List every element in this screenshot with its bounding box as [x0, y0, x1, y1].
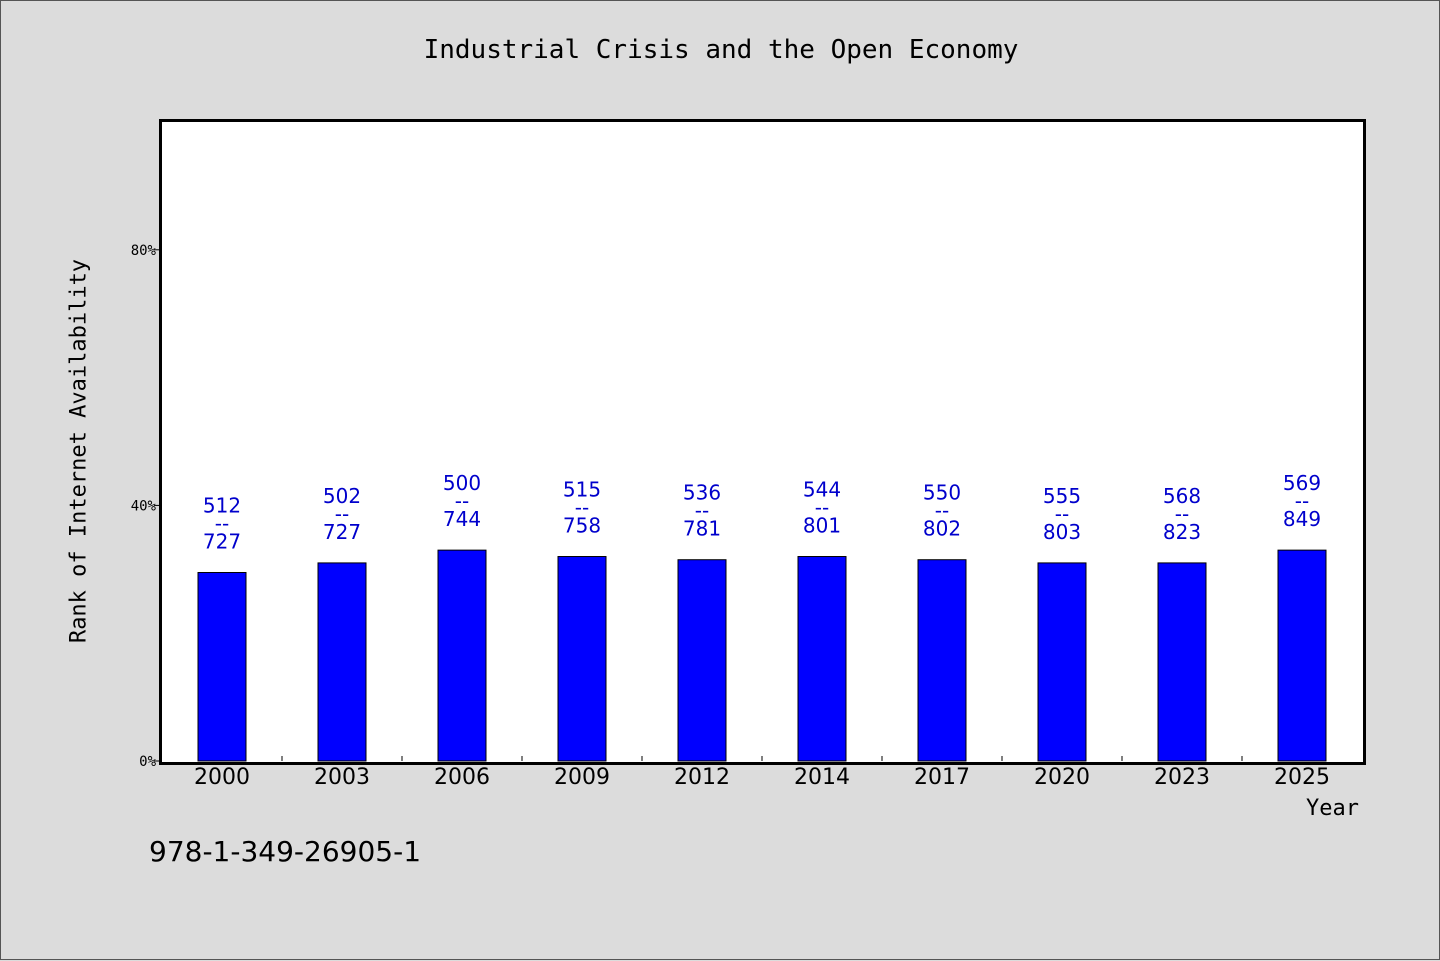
x-tick-label: 2012	[674, 765, 730, 790]
data-label-top: 515	[563, 478, 601, 502]
data-label-top: 502	[323, 484, 361, 508]
data-label-bottom: 803	[1043, 520, 1081, 544]
x-tick-label: 2025	[1274, 765, 1330, 790]
data-label-bottom: 802	[923, 517, 961, 541]
bar	[1277, 549, 1327, 762]
y-tick-label: 80%	[131, 243, 157, 259]
data-label-separator: --	[575, 496, 589, 520]
bar	[557, 556, 607, 762]
data-label-separator: --	[935, 499, 949, 523]
bar	[1037, 562, 1087, 762]
data-label-separator: --	[815, 496, 829, 520]
bar	[917, 559, 967, 762]
data-label-bottom: 781	[683, 517, 721, 541]
data-label-separator: --	[335, 502, 349, 526]
data-label-top: 544	[803, 478, 841, 502]
data-label-bottom: 727	[323, 520, 361, 544]
x-tick-label: 2020	[1034, 765, 1090, 790]
y-tick-label: 0%	[139, 754, 156, 770]
x-tick-label: 2003	[314, 765, 370, 790]
data-label-top: 568	[1163, 484, 1201, 508]
data-label-bottom: 727	[203, 529, 241, 553]
data-label-bottom: 801	[803, 514, 841, 538]
data-label-top: 555	[1043, 484, 1081, 508]
x-tick-label: 2006	[434, 765, 490, 790]
x-tick-label: 2023	[1154, 765, 1210, 790]
data-label-top: 536	[683, 481, 721, 505]
bar	[677, 559, 727, 762]
data-label-top: 550	[923, 481, 961, 505]
x-tick-label: 2017	[914, 765, 970, 790]
data-label-bottom: 744	[443, 507, 481, 531]
data-label-top: 569	[1283, 471, 1321, 495]
data-label-bottom: 849	[1283, 507, 1321, 531]
data-label-top: 500	[443, 471, 481, 495]
bar	[197, 571, 247, 762]
bar	[1157, 562, 1207, 762]
x-axis-label: Year	[1306, 796, 1359, 821]
isbn-text: 978-1-349-26905-1	[149, 835, 422, 868]
y-tick-label: 40%	[131, 498, 157, 514]
x-tick-label: 2014	[794, 765, 850, 790]
data-label-bottom: 758	[563, 514, 601, 538]
bar	[317, 562, 367, 762]
chart-title: Industrial Crisis and the Open Economy	[423, 35, 1019, 65]
data-label-separator: --	[1055, 502, 1069, 526]
data-label-bottom: 823	[1163, 520, 1201, 544]
data-label-separator: --	[1295, 489, 1309, 513]
x-tick-label: 2000	[194, 765, 250, 790]
data-label-separator: --	[215, 511, 229, 535]
x-tick-label: 2009	[554, 765, 610, 790]
data-label-separator: --	[695, 499, 709, 523]
data-label-separator: --	[455, 489, 469, 513]
bar	[797, 556, 847, 762]
data-label-separator: --	[1175, 502, 1189, 526]
data-label-top: 512	[203, 493, 241, 517]
bar	[437, 549, 487, 762]
